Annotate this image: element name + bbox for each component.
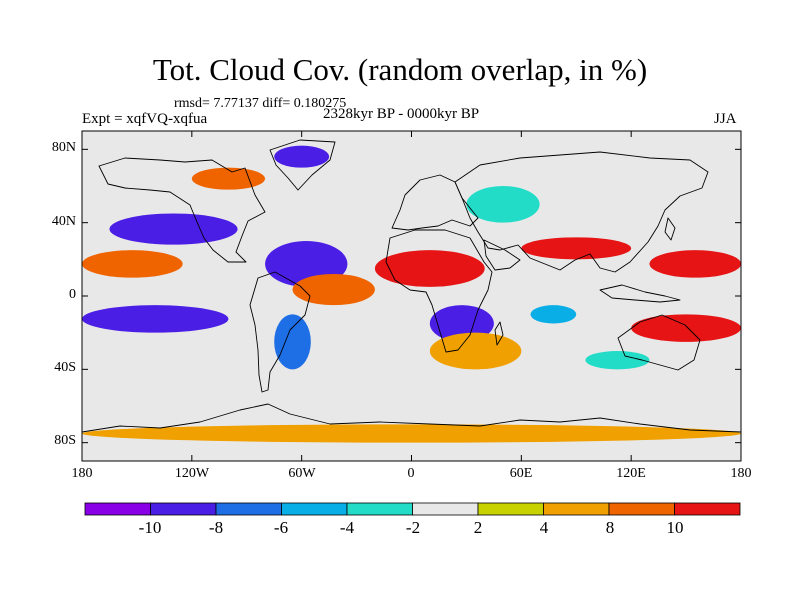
- anomaly-region: [631, 314, 741, 342]
- coastline-japan: [664, 217, 676, 241]
- colorbar-swatch: [281, 502, 348, 516]
- lon-tick-label: 0: [407, 466, 415, 481]
- lon-tick-label: 180: [730, 466, 752, 481]
- anomaly-region: [292, 274, 375, 306]
- colorbar-swatch: [150, 502, 217, 516]
- colorbar-swatch: [215, 502, 282, 516]
- lon-tick-label: 180: [71, 466, 93, 481]
- period-label: 2328kyr BP - 0000kyr BP: [323, 106, 480, 122]
- colorbar-swatch: [674, 502, 741, 516]
- colorbar-swatch: [477, 502, 544, 516]
- colorbar-swatch: [543, 502, 610, 516]
- season-label: JJA: [714, 111, 737, 127]
- colorbar-tick-label: -10: [138, 518, 162, 537]
- colorbar-tick-label: 2: [473, 518, 483, 537]
- anomaly-region: [109, 213, 238, 245]
- anomaly-region: [649, 250, 741, 278]
- lat-tick-label: 80S: [54, 433, 76, 448]
- anomaly-region: [521, 237, 632, 260]
- lat-tick-label: 80N: [51, 140, 76, 155]
- lon-tick-label: 60W: [288, 466, 316, 481]
- coastline-europe: [391, 174, 479, 231]
- lat-tick-label: 40S: [54, 360, 76, 375]
- coastline-south-america: [249, 271, 311, 393]
- colorbar: [84, 502, 741, 516]
- colorbar-tick-label: -6: [273, 518, 289, 537]
- colorbar-tick-label: -4: [339, 518, 355, 537]
- map-background: [82, 131, 741, 461]
- coastline-madagascar: [494, 321, 504, 346]
- lat-tick-label: 40N: [51, 214, 76, 229]
- anomaly-region: [82, 424, 741, 443]
- colorbar-tick-label: -8: [208, 518, 224, 537]
- lon-tick-label: 120W: [174, 466, 210, 481]
- lon-tick-label: 60E: [509, 466, 533, 481]
- anomaly-region: [466, 186, 540, 223]
- anomaly-region: [82, 305, 229, 333]
- axis-ticks: [81, 131, 742, 461]
- anomaly-region: [274, 314, 311, 370]
- colorbar-tick-label: 4: [539, 518, 549, 537]
- colorbar-swatch: [608, 502, 675, 516]
- anomaly-region: [374, 250, 485, 287]
- anomaly-region: [274, 145, 330, 168]
- experiment-label: Expt = xqfVQ-xqfua: [82, 111, 208, 127]
- colorbar-tick-label: 8: [605, 518, 615, 537]
- lat-tick-label: 0: [69, 287, 76, 302]
- anomaly-region: [429, 332, 522, 370]
- stats-line: rmsd= 7.77137 diff= 0.180275: [174, 96, 347, 111]
- lon-tick-label: 120E: [616, 466, 646, 481]
- coastline-africa: [385, 229, 493, 353]
- colorbar-swatch: [84, 502, 151, 516]
- colorbar-tick-label: -2: [405, 518, 421, 537]
- anomaly-region: [530, 305, 577, 324]
- anomaly-region: [585, 351, 650, 370]
- coastline-greenland: [269, 139, 336, 191]
- coastline-asia: [454, 151, 709, 273]
- anomaly-region: [191, 167, 266, 190]
- coastline-australia: [617, 314, 701, 371]
- anomaly-region: [429, 305, 494, 342]
- coastlines: [82, 139, 741, 433]
- coastline-north-america: [98, 157, 266, 263]
- map-title: Tot. Cloud Cov. (random overlap, in %): [152, 52, 648, 87]
- anomaly-region: [82, 250, 183, 278]
- colorbar-swatch: [346, 502, 413, 516]
- coastline-antarctica: [82, 403, 741, 433]
- coastline-arabia: [483, 239, 521, 271]
- colorbar-tick-label: 10: [666, 518, 684, 537]
- coastline-maritime-continent: [599, 284, 681, 303]
- colorbar-swatch: [412, 502, 479, 516]
